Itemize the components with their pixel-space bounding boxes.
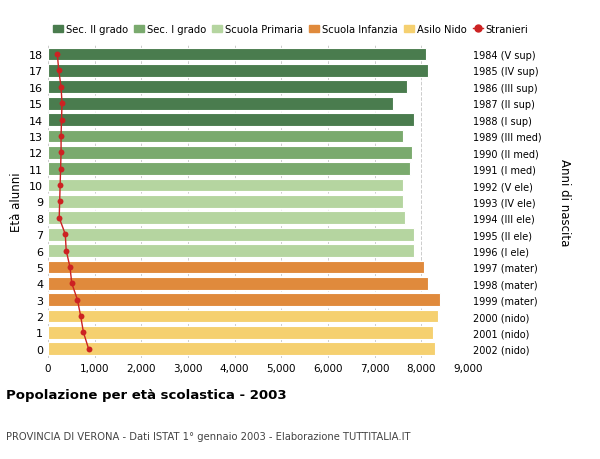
Bar [48, 179, 403, 192]
Point [61, 247, 71, 255]
Point [55, 198, 64, 206]
Text: PROVINCIA DI VERONA - Dati ISTAT 1° gennaio 2003 - Elaborazione TUTTITALIA.IT: PROVINCIA DI VERONA - Dati ISTAT 1° genn… [6, 431, 410, 442]
Bar [48, 343, 436, 355]
Point [67, 280, 77, 287]
Bar [48, 294, 440, 306]
Bar [48, 326, 433, 339]
Point [57, 117, 67, 124]
Bar [48, 65, 428, 78]
Point [56, 149, 66, 157]
Bar [48, 49, 426, 61]
Point [55, 182, 65, 189]
Bar [48, 81, 407, 94]
Text: Popolazione per età scolastica - 2003: Popolazione per età scolastica - 2003 [6, 388, 287, 401]
Bar [48, 146, 412, 159]
Bar [48, 98, 394, 110]
Point [65, 263, 75, 271]
Bar [48, 163, 410, 176]
Bar [48, 310, 437, 323]
Point [76, 313, 85, 320]
Point [54, 67, 64, 75]
Point [61, 231, 70, 238]
Bar [48, 261, 424, 274]
Point [84, 345, 94, 353]
Bar [48, 212, 405, 224]
Bar [48, 114, 415, 127]
Bar [48, 245, 415, 257]
Point [56, 133, 66, 140]
Point [79, 329, 88, 336]
Point [53, 51, 62, 59]
Point [57, 100, 67, 107]
Point [56, 84, 66, 91]
Point [56, 166, 65, 173]
Bar [48, 277, 428, 290]
Bar [48, 228, 415, 241]
Y-axis label: Età alunni: Età alunni [10, 172, 23, 232]
Y-axis label: Anni di nascita: Anni di nascita [558, 158, 571, 246]
Bar [48, 196, 403, 208]
Legend: Sec. II grado, Sec. I grado, Scuola Primaria, Scuola Infanzia, Asilo Nido, Stran: Sec. II grado, Sec. I grado, Scuola Prim… [53, 25, 529, 35]
Point [73, 297, 82, 304]
Point [55, 215, 64, 222]
Bar [48, 130, 403, 143]
